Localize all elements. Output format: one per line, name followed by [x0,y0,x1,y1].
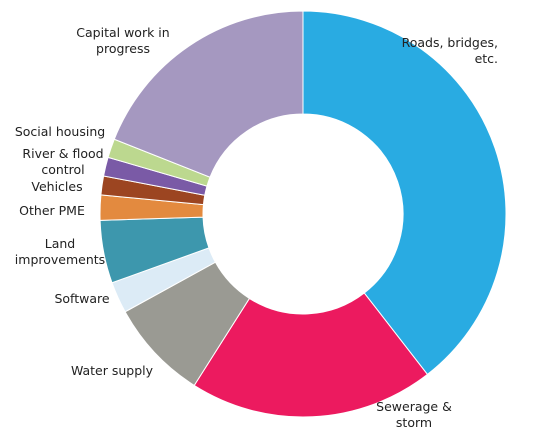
slice-roads-bridges-etc [302,10,507,376]
label-capital-work-in-progress: Capital work in progress [76,25,169,56]
label-line: Water supply [71,363,154,378]
label-line: control [41,162,84,177]
label-line: etc. [475,51,498,66]
label-line: Sewerage & [376,399,452,414]
label-line: Land [45,236,75,251]
label-line: Social housing [15,124,105,139]
label-line: Vehicles [31,179,82,194]
label-social-housing: Social housing [15,124,105,139]
label-line: Other PME [19,203,85,218]
label-land-improvements: Land improvements [15,236,105,267]
label-line: storm [396,415,432,430]
label-other-pme: Other PME [19,203,85,218]
slice-sewerage-storm [193,292,429,418]
label-vehicles: Vehicles [31,179,82,194]
label-water-supply: Water supply [71,363,154,378]
label-sewerage-storm: Sewerage & storm [376,399,452,430]
label-line: improvements [15,252,105,267]
slice-capital-work-in-progress [113,10,304,178]
label-line: Roads, bridges, [402,35,498,50]
labels-group: Roads, bridges, etc. Sewerage & storm Water … [15,25,498,430]
label-line: River & flood [22,146,103,161]
label-river-flood-control: River & flood control [22,146,103,177]
label-line: Software [54,291,109,306]
label-roads-bridges-etc: Roads, bridges, etc. [402,35,498,66]
slices-group [99,10,507,418]
label-line: Capital work in [76,25,169,40]
label-software: Software [54,291,109,306]
label-line: progress [96,41,150,56]
